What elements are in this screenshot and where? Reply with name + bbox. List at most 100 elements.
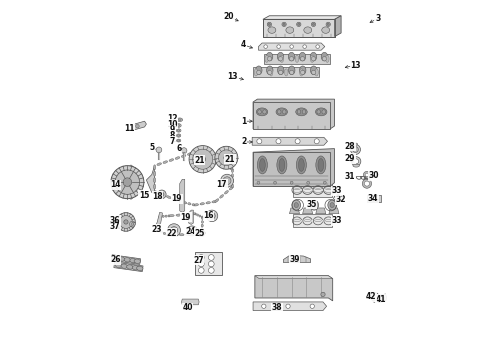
Circle shape: [314, 139, 319, 144]
Ellipse shape: [302, 110, 306, 114]
Circle shape: [365, 181, 369, 186]
Text: 40: 40: [182, 303, 193, 312]
Ellipse shape: [177, 130, 180, 131]
Ellipse shape: [257, 156, 268, 174]
Ellipse shape: [256, 108, 268, 116]
Circle shape: [181, 148, 187, 153]
FancyBboxPatch shape: [253, 102, 330, 129]
Circle shape: [209, 213, 215, 219]
Circle shape: [206, 210, 218, 222]
Polygon shape: [253, 99, 335, 129]
Circle shape: [257, 181, 260, 184]
Circle shape: [124, 220, 128, 224]
Circle shape: [311, 22, 316, 27]
FancyBboxPatch shape: [253, 152, 330, 186]
Ellipse shape: [166, 234, 169, 236]
Ellipse shape: [183, 202, 187, 204]
Polygon shape: [147, 166, 155, 193]
Ellipse shape: [177, 125, 180, 126]
Circle shape: [257, 70, 261, 75]
Ellipse shape: [200, 156, 204, 158]
Ellipse shape: [173, 234, 178, 236]
Ellipse shape: [193, 232, 196, 234]
Ellipse shape: [296, 156, 306, 174]
Polygon shape: [263, 16, 341, 19]
Ellipse shape: [186, 234, 190, 236]
Ellipse shape: [297, 110, 301, 114]
Circle shape: [307, 181, 310, 184]
Ellipse shape: [330, 203, 334, 208]
Text: 38: 38: [272, 303, 283, 312]
Text: 42: 42: [366, 292, 376, 301]
Ellipse shape: [316, 156, 326, 174]
Circle shape: [215, 146, 238, 169]
Ellipse shape: [310, 52, 317, 61]
Circle shape: [290, 181, 293, 184]
Ellipse shape: [163, 161, 168, 163]
Text: 24: 24: [185, 228, 196, 237]
Ellipse shape: [132, 266, 139, 270]
Circle shape: [300, 57, 305, 61]
Text: 14: 14: [110, 180, 121, 189]
Text: 32: 32: [335, 195, 345, 204]
Ellipse shape: [200, 229, 202, 231]
Circle shape: [264, 45, 268, 48]
Ellipse shape: [179, 201, 182, 203]
Polygon shape: [335, 16, 341, 37]
FancyBboxPatch shape: [195, 252, 221, 275]
Ellipse shape: [201, 224, 203, 227]
Ellipse shape: [126, 265, 133, 269]
Polygon shape: [263, 19, 335, 37]
Ellipse shape: [322, 27, 330, 33]
Ellipse shape: [286, 27, 294, 33]
Circle shape: [279, 70, 283, 75]
Ellipse shape: [276, 108, 288, 116]
Ellipse shape: [201, 217, 204, 220]
Ellipse shape: [157, 163, 162, 165]
Ellipse shape: [315, 69, 318, 76]
Ellipse shape: [277, 66, 284, 75]
Text: 23: 23: [151, 225, 162, 234]
Circle shape: [171, 226, 177, 234]
Ellipse shape: [373, 300, 377, 302]
Polygon shape: [114, 262, 143, 272]
Ellipse shape: [188, 203, 191, 205]
Ellipse shape: [187, 153, 192, 155]
Text: 8: 8: [170, 131, 175, 140]
Ellipse shape: [263, 110, 267, 114]
Circle shape: [362, 179, 371, 188]
Text: 29: 29: [344, 154, 355, 163]
Polygon shape: [258, 43, 325, 50]
Circle shape: [322, 57, 326, 61]
Ellipse shape: [201, 216, 203, 218]
Circle shape: [290, 45, 294, 48]
Text: 11: 11: [124, 124, 135, 133]
Polygon shape: [329, 208, 339, 214]
Ellipse shape: [212, 160, 217, 163]
Circle shape: [257, 139, 262, 144]
Circle shape: [223, 177, 231, 185]
Polygon shape: [253, 149, 335, 186]
Ellipse shape: [194, 154, 198, 156]
Polygon shape: [255, 276, 333, 301]
Circle shape: [197, 229, 205, 237]
Ellipse shape: [177, 118, 183, 122]
Text: 16: 16: [203, 211, 214, 220]
Ellipse shape: [167, 196, 171, 198]
Polygon shape: [316, 208, 326, 214]
Circle shape: [311, 57, 316, 61]
Polygon shape: [181, 299, 199, 305]
Text: 13: 13: [350, 61, 361, 70]
Ellipse shape: [224, 190, 228, 194]
Text: 21: 21: [194, 156, 205, 165]
Circle shape: [313, 23, 315, 26]
Ellipse shape: [206, 202, 210, 204]
Circle shape: [326, 22, 330, 27]
Ellipse shape: [321, 52, 328, 61]
Ellipse shape: [299, 69, 303, 76]
Text: 31: 31: [344, 172, 355, 181]
Text: 34: 34: [368, 194, 378, 203]
Ellipse shape: [119, 257, 125, 261]
Ellipse shape: [168, 215, 170, 217]
Ellipse shape: [196, 231, 199, 233]
